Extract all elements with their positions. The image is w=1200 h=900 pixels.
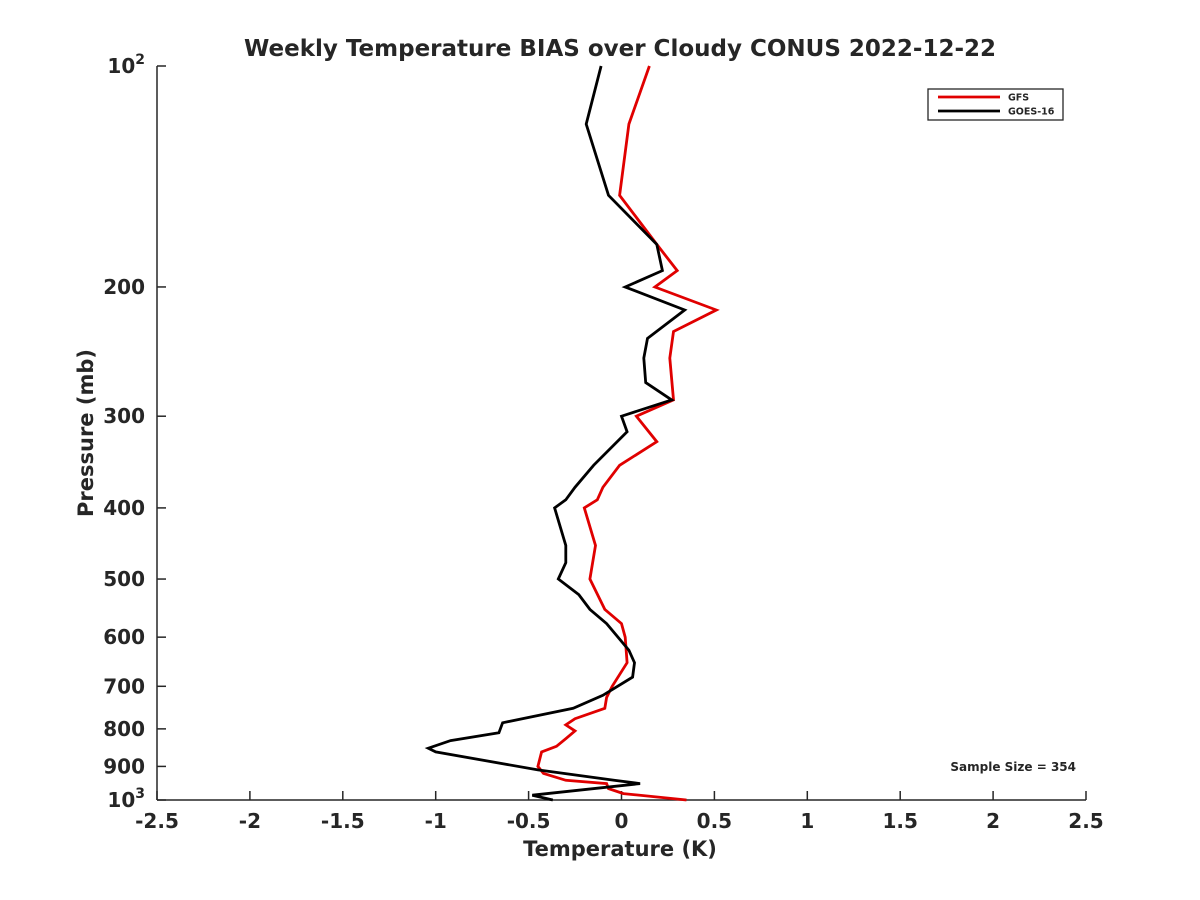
y-tick-label-2: 300 (103, 404, 145, 428)
y-axis-label: Pressure (mb) (74, 349, 98, 517)
x-tick-label-7: 1 (800, 809, 814, 833)
y-tick-label-1: 200 (103, 275, 145, 299)
x-tick-label-2: -1.5 (321, 809, 365, 833)
y-tick-label-4: 500 (103, 567, 145, 591)
y-tick-label-5: 600 (103, 625, 145, 649)
x-axis-label: Temperature (K) (523, 837, 717, 861)
x-tick-label-6: 0.5 (697, 809, 732, 833)
x-tick-label-5: 0 (615, 809, 629, 833)
x-tick-label-10: 2.5 (1068, 809, 1103, 833)
series-line-goes-16 (424, 65, 688, 802)
legend-label-goes-16: GOES-16 (1008, 107, 1055, 118)
plot-area: -2.5 -2 -1.5 -1 -0.5 0 0.5 1 1.5 2 2.5 102 200 300 400… (103, 52, 1103, 833)
y-tick-label-8: 900 (103, 754, 145, 778)
x-tick-label-1: -2 (239, 809, 261, 833)
x-tick-label-8: 1.5 (882, 809, 917, 833)
y-tick-label-9: 103 (107, 786, 145, 812)
chart-title: Weekly Temperature BIAS over Cloudy CONU… (244, 36, 996, 62)
x-tick-label-9: 2 (986, 809, 1000, 833)
y-tick-label-0: 102 (107, 52, 145, 78)
x-tick-label-0: -2.5 (135, 809, 179, 833)
x-tick-label-3: -1 (425, 809, 447, 833)
y-tick-label-3: 400 (103, 496, 145, 520)
legend-label-gfs: GFS (1008, 93, 1029, 104)
y-tick-label-6: 700 (103, 674, 145, 698)
legend-box (927, 88, 1064, 121)
x-tick-label-4: -0.5 (507, 809, 551, 833)
y-tick-label-7: 800 (103, 717, 145, 741)
series-line-gfs (536, 65, 720, 802)
sample-size-annotation: Sample Size = 354 (950, 760, 1076, 774)
